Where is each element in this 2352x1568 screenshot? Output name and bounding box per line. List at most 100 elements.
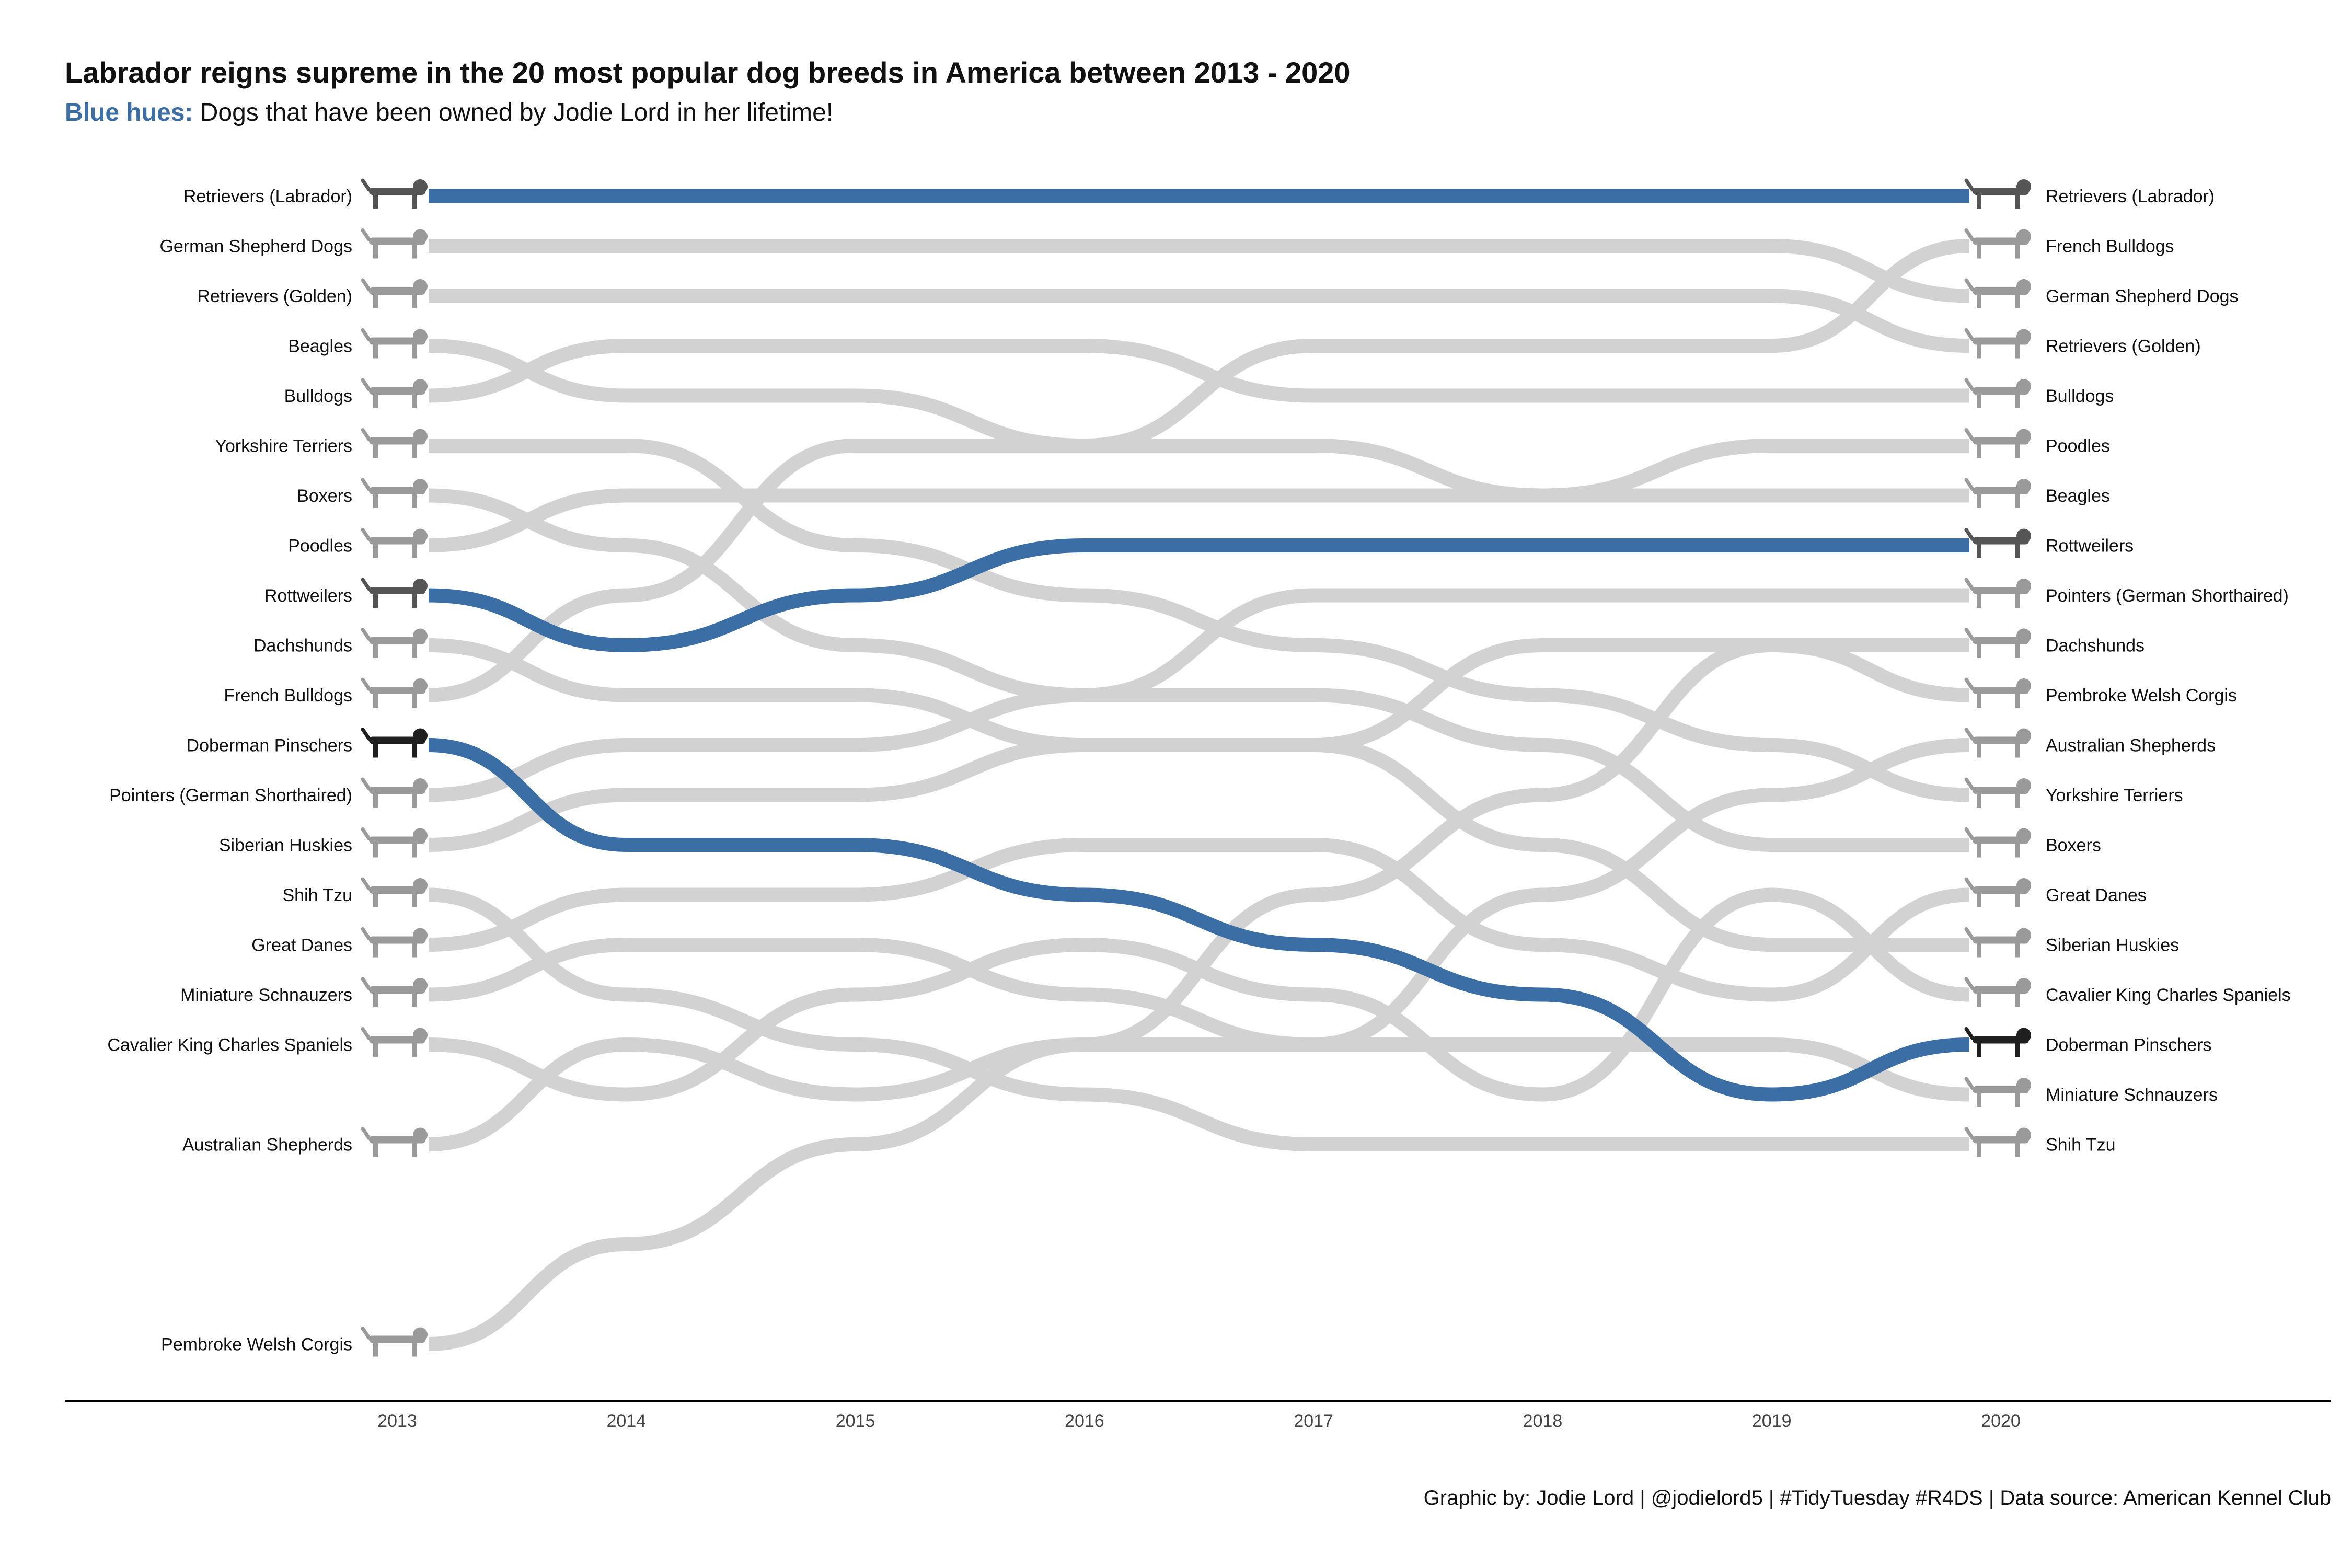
dog-icon-leg [412,493,417,508]
dog-icon-australian-shepherds-start [361,1127,428,1157]
dog-icon-head [413,1327,428,1342]
dog-icon-body [369,337,425,345]
chart-caption: Graphic by: Jodie Lord | @jodielord5 | #… [1423,1486,2331,1509]
dog-icon-leg [373,394,378,408]
dog-icon-tail [361,478,371,491]
dog-icon-leg [1977,593,1981,608]
breed-label-cavalier-king-charles-spaniels-start: Cavalier King Charles Spaniels [107,1035,352,1055]
series-line-shih-tzu [428,887,1969,1152]
dog-icon-tail [1964,827,1975,840]
dog-icon-leg [1977,493,1981,508]
dog-icon-head [413,828,428,843]
dog-icon-leg [1977,443,1981,458]
dog-icon-tail [1964,628,1975,641]
dog-icon-leg [412,343,417,359]
dog-icon-poodles-start [361,528,428,558]
x-tick-label-2018: 2018 [1523,1411,1563,1431]
dog-icon-head [2016,628,2031,643]
dog-icon-leg [1977,294,1981,308]
dog-icon-leg [1977,743,1981,758]
breed-label-siberian-huskies-start: Siberian Huskies [219,836,352,856]
series-line-pembroke-welsh-corgis [428,638,1970,1351]
dog-icon-leg [1977,543,1981,558]
dog-icon-tail [1964,677,1975,691]
dog-icon-head [413,678,428,693]
dog-icon-tail [1964,927,1975,940]
dog-icon-head [413,1127,428,1143]
x-tick-label-2014: 2014 [606,1411,646,1431]
series-line-boxers [428,488,1969,852]
breed-label-french-bulldogs-start: French Bulldogs [224,686,352,706]
breed-label-german-shepherd-dogs-start: German Shepherd Dogs [159,237,352,257]
dog-icon-tail [1964,777,1975,791]
dog-icon-tail [361,328,371,341]
dog-icon-leg [412,194,417,209]
dog-icon-rottweilers-start [361,578,428,608]
dog-icon-head [2016,978,2031,993]
dog-icon-bulldogs-end [1964,378,2031,408]
dog-icon-leg [412,294,417,308]
dog-icon-miniature-schnauzers-start [361,977,428,1007]
subtitle-highlight: Blue hues: [65,99,193,126]
dog-icon-leg [373,942,378,958]
dog-icon-dachshunds-end [1964,628,2031,658]
dog-icon-leg [1977,244,1981,259]
dog-icon-leg [2015,593,2020,608]
dog-icon-leg [1977,194,1981,209]
dog-icon-leg [412,394,417,408]
dog-icon-head [413,778,428,793]
dog-icon-body [369,787,425,794]
dog-icon-leg [412,244,417,259]
dog-icon-retrievers-labrador-start [361,178,428,209]
series-line-miniature-schnauzers [428,937,1970,1102]
dog-icon-leg [373,893,378,907]
breed-label-australian-shepherds-start: Australian Shepherds [182,1135,352,1155]
chart-subtitle: Blue hues: Dogs that have been owned by … [65,98,833,127]
dog-icon-tail [361,1327,371,1340]
x-tick-label-2016: 2016 [1065,1411,1104,1431]
dog-icon-leg [2015,993,2020,1007]
dog-icon-body [1973,736,2029,744]
dog-icon-head [2016,1127,2031,1143]
breed-label-retrievers-golden-start: Retrievers (Golden) [197,286,352,306]
dog-icon-tail [361,378,371,391]
dog-icon-body [369,637,425,644]
breed-label-retrievers-labrador-start: Retrievers (Labrador) [183,187,352,206]
dog-icon-leg [2015,244,2020,259]
dog-icon-leg [412,543,417,558]
dog-icon-tail [1964,877,1975,891]
dog-icon-body [1973,687,2029,694]
breed-label-shih-tzu-end: Shih Tzu [2046,1135,2116,1155]
dog-icon-leg [1977,1142,1981,1157]
dog-icon-leg [373,693,378,708]
series-line-pointers-german-shorthaired [428,588,1969,802]
breed-label-miniature-schnauzers-end: Miniature Schnauzers [2046,1085,2218,1105]
dog-icon-boxers-start [361,478,428,508]
dog-icon-rottweilers-end [1964,528,2031,558]
dog-icon-head [413,528,428,544]
dog-icon-leg [373,493,378,508]
series-line-french-bulldogs [428,239,1970,702]
breed-label-bulldogs-end: Bulldogs [2046,386,2114,406]
breed-label-boxers-end: Boxers [2046,836,2101,856]
dog-icon-tail [361,777,371,791]
x-tick-label-2019: 2019 [1752,1411,1792,1431]
dog-icon-head [413,978,428,993]
dog-icon-body [1973,886,2029,894]
breed-label-pembroke-welsh-corgis-start: Pembroke Welsh Corgis [161,1335,352,1355]
dog-icon-head [2016,728,2031,743]
dog-icon-head [2016,579,2031,593]
breed-label-australian-shepherds-end: Australian Shepherds [2046,736,2216,756]
dog-icon-leg [412,1042,417,1057]
dog-icon-body [1973,188,2029,195]
dog-icon-body [1973,936,2029,944]
x-tick-label-2017: 2017 [1294,1411,1333,1431]
dog-icon-body [369,1036,425,1044]
dog-icon-miniature-schnauzers-end [1964,1077,2031,1107]
subtitle-text: Dogs that have been owned by Jodie Lord … [193,99,834,126]
dog-icon-head [2016,828,2031,843]
breed-label-doberman-pinschers-end: Doberman Pinschers [2046,1035,2211,1055]
dog-icon-leg [412,693,417,708]
dog-icon-leg [1977,793,1981,808]
dog-icon-tail [361,178,371,192]
